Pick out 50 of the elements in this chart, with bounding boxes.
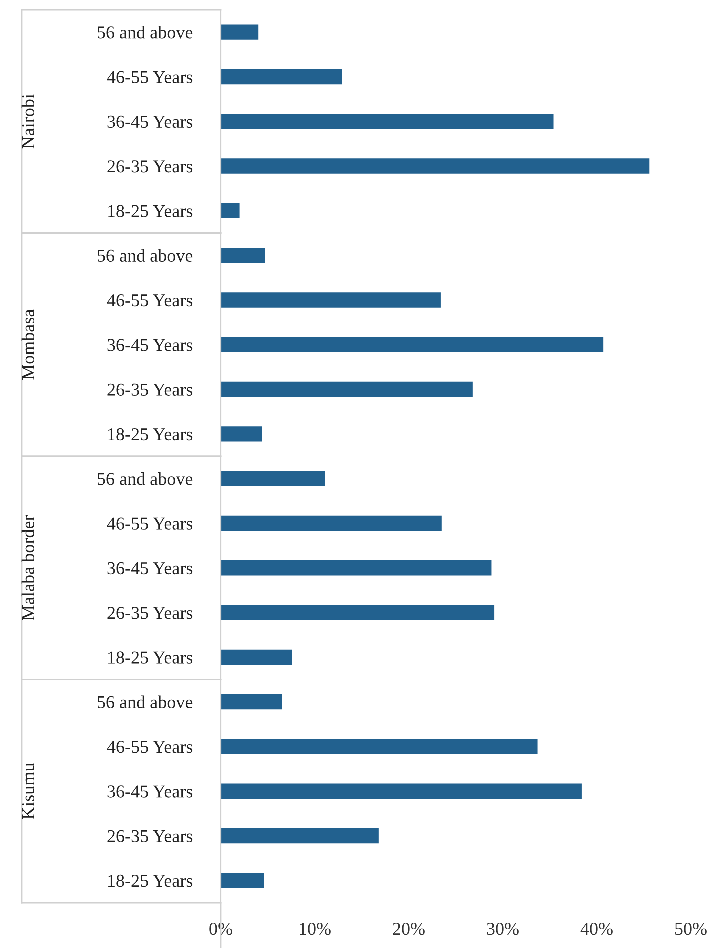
bar [221,784,582,799]
bar [221,739,538,754]
bar [221,650,292,666]
bar [221,471,326,486]
bar [221,203,240,219]
bar [221,605,495,620]
bar [221,158,650,174]
y-tick-label: 46-55 Years [107,294,193,307]
text: Malaba border [22,515,35,620]
y-tick-label: 36-45 Years [108,339,193,352]
bar [221,382,473,398]
y-tick-label: 56 and above [98,472,193,486]
x-tick-label: 30% [487,922,519,936]
bar [221,873,264,888]
bar [221,694,282,710]
y-tick-label: 46-55 Years [107,741,193,754]
text: Kisumu [22,763,35,820]
bar [221,516,442,532]
y-tick-label: 18-25 Years [108,874,193,888]
x-tick-label: 50% [676,922,707,936]
text: Mombasa [22,310,35,380]
bar [221,828,379,844]
bar [221,248,266,264]
y-tick-label: 36-45 Years [108,562,193,575]
bar [221,69,342,85]
bar [221,114,554,130]
y-tick-label: 18-25 Years [108,652,193,664]
y-tick-label: 36-45 Years [108,116,193,128]
x-tick-label: 10% [300,922,331,936]
x-tick-label: 40% [580,922,613,936]
bar [221,426,262,442]
y-tick-label: 56 and above [98,26,193,39]
y-tick-label: 46-55 Years [107,518,193,530]
bar [221,560,492,576]
text: Nairobi [22,94,35,149]
y-tick-label: 18-25 Years [108,428,193,441]
y-tick-label: 36-45 Years [108,786,193,798]
y-tick-label: 26-35 Years [108,830,193,842]
y-tick-label: 26-35 Years [108,607,193,620]
y-tick-label: 56 and above [98,696,193,709]
x-tick-label: 20% [393,922,425,936]
y-tick-label: 26-35 Years [108,384,193,396]
y-tick-label: 56 and above [98,249,193,262]
bar [221,24,259,40]
x-tick-label: 0% [210,922,232,936]
y-tick-label: 26-35 Years [108,160,193,173]
y-tick-label: 18-25 Years [108,205,193,218]
bar [221,292,441,308]
y-tick-label: 46-55 Years [107,71,193,84]
bar [221,337,604,352]
